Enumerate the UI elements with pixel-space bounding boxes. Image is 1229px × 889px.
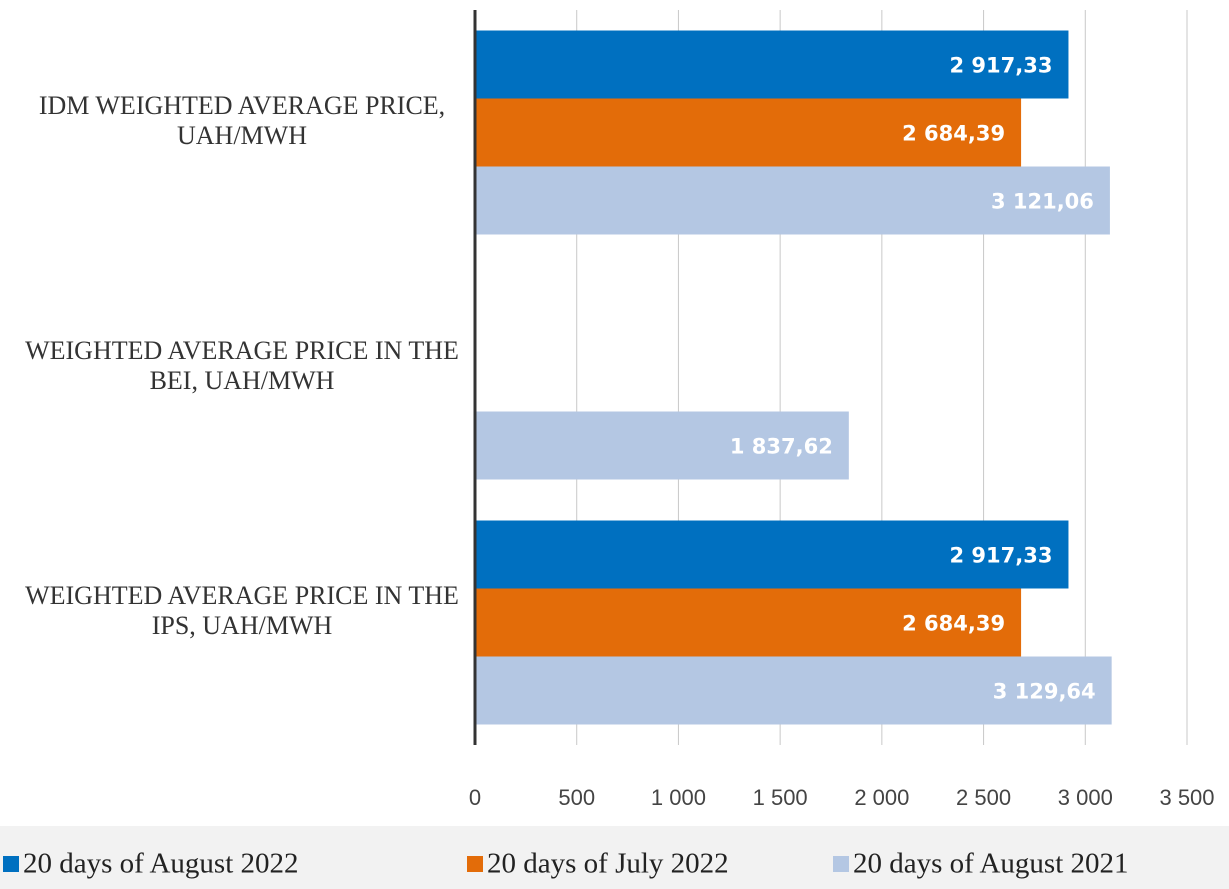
category-label: WEIGHTED AVERAGE PRICE IN THE BEI, UAH/M… bbox=[25, 335, 459, 395]
bar bbox=[475, 411, 849, 480]
bar bbox=[475, 588, 1022, 657]
legend-label: 20 days of July 2022 bbox=[487, 848, 729, 880]
legend-swatch bbox=[3, 856, 19, 872]
bar bbox=[475, 30, 1069, 99]
legend-swatch bbox=[467, 856, 483, 872]
data-label: 2 917,33 bbox=[949, 544, 1052, 568]
x-tick-label: 0 bbox=[469, 785, 481, 810]
data-label: 2 917,33 bbox=[949, 54, 1052, 78]
data-label: 3 129,64 bbox=[993, 680, 1096, 704]
x-tick-label: 1 000 bbox=[651, 785, 706, 810]
x-tick-label: 2 000 bbox=[854, 785, 909, 810]
data-label: 2 684,39 bbox=[902, 612, 1005, 636]
x-tick-label: 2 500 bbox=[956, 785, 1011, 810]
legend-label: 20 days of August 2022 bbox=[23, 848, 299, 880]
bar bbox=[475, 166, 1110, 235]
legend-background bbox=[0, 826, 1229, 889]
x-tick-label: 3 500 bbox=[1159, 785, 1214, 810]
category-label: IDM WEIGHTED AVERAGE PRICE, UAH/MWH bbox=[38, 90, 446, 150]
legend-label: 20 days of August 2021 bbox=[853, 848, 1129, 880]
x-tick-label: 1 500 bbox=[753, 785, 808, 810]
data-label: 3 121,06 bbox=[991, 190, 1094, 214]
bar bbox=[475, 98, 1022, 167]
x-tick-label: 3 000 bbox=[1058, 785, 1113, 810]
data-label: 1 837,62 bbox=[730, 435, 833, 459]
bar bbox=[475, 656, 1112, 725]
legend-swatch bbox=[833, 856, 849, 872]
x-tick-label: 500 bbox=[558, 785, 595, 810]
bar bbox=[475, 520, 1069, 589]
data-label: 2 684,39 bbox=[902, 122, 1005, 146]
category-label: WEIGHTED AVERAGE PRICE IN THE IPS, UAH/M… bbox=[25, 580, 459, 640]
